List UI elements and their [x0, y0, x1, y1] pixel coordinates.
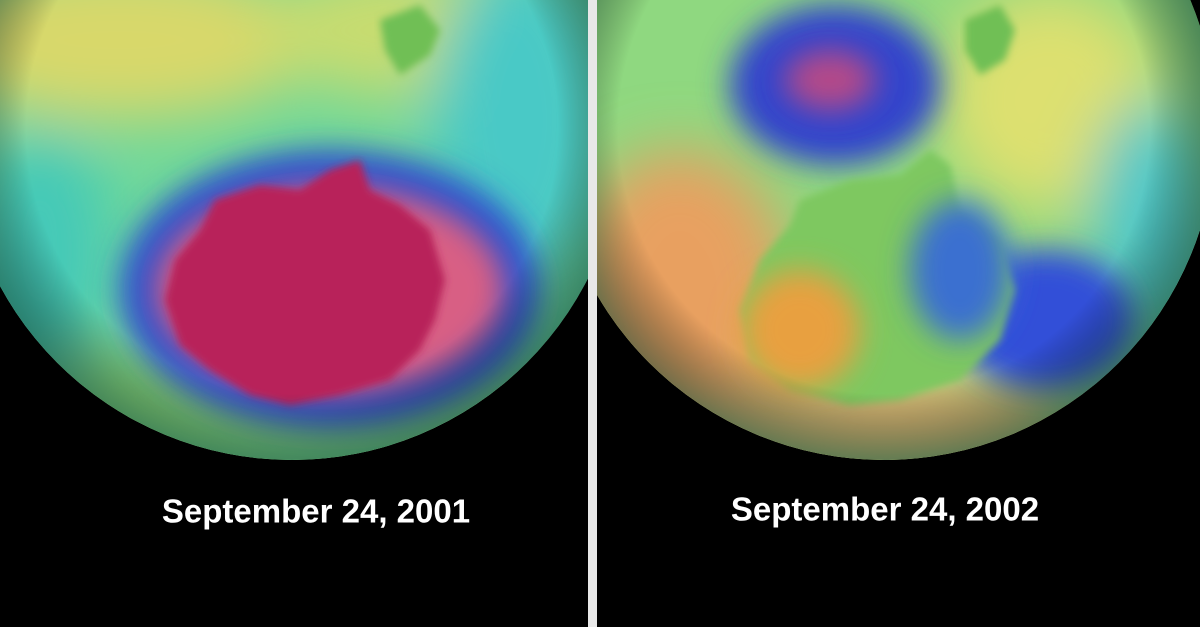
caption: September 24, 2002: [731, 491, 1039, 528]
divider: [588, 0, 597, 627]
globe-2002: [597, 0, 1200, 460]
caption: September 24, 2001: [162, 493, 470, 530]
globe-2001: [0, 0, 588, 460]
